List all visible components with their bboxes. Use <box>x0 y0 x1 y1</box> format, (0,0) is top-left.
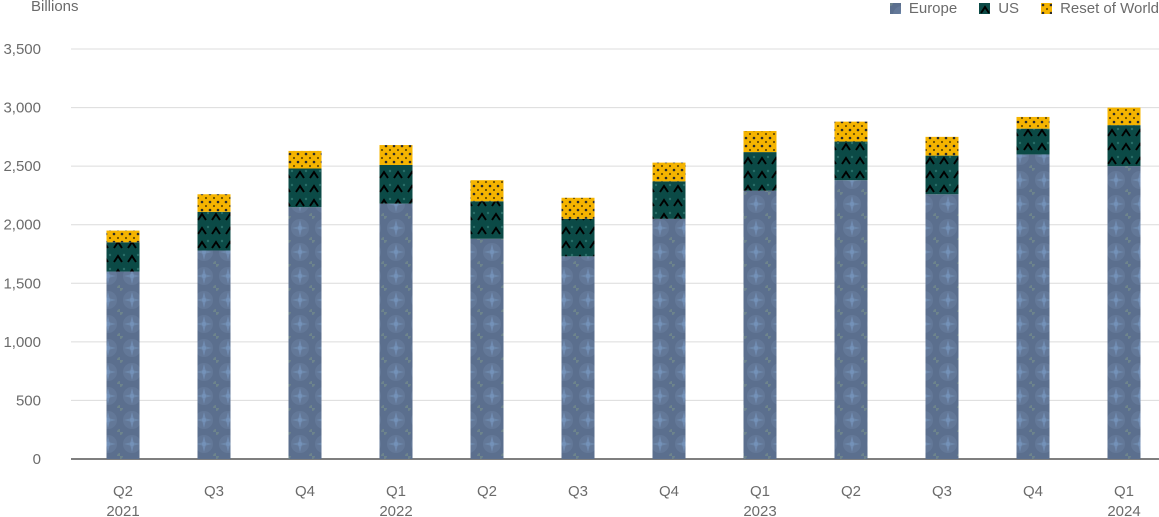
x-tick-quarter: Q3 <box>932 483 952 500</box>
bar-europe <box>470 238 504 459</box>
y-tick-label: 3,500 <box>3 41 41 58</box>
bar-us <box>925 155 959 195</box>
bar-rest-of-world <box>106 230 140 243</box>
y-tick-label: 1,500 <box>3 275 41 292</box>
x-tick-year: 2024 <box>1107 503 1140 517</box>
bar-us <box>743 152 777 191</box>
bar-europe <box>561 256 595 459</box>
bar-us <box>197 211 231 251</box>
bar-rest-of-world <box>925 136 959 156</box>
x-tick-year: 2022 <box>379 503 412 517</box>
bar-europe <box>379 203 413 459</box>
legend-swatch-europe <box>889 3 901 14</box>
bar-europe <box>1107 166 1141 459</box>
legend-swatch-us <box>979 3 991 14</box>
y-tick-label: 2,000 <box>3 217 41 234</box>
y-tick-label: 2,500 <box>3 158 41 175</box>
legend: Europe US Reset of World <box>889 0 1159 17</box>
bar-us <box>1016 128 1050 155</box>
bar-rest-of-world <box>1107 107 1141 126</box>
bar-europe <box>652 218 686 459</box>
y-tick-label: 3,000 <box>3 100 41 117</box>
y-tick-label: 0 <box>33 451 41 468</box>
bar-rest-of-world <box>197 194 231 212</box>
legend-label-rest-of-world: Reset of World <box>1060 0 1159 17</box>
bar-europe <box>743 190 777 459</box>
x-tick-year: 2021 <box>106 503 139 517</box>
x-tick-quarter: Q4 <box>1023 483 1043 500</box>
bar-us <box>561 218 595 257</box>
x-tick-quarter: Q3 <box>204 483 224 500</box>
x-tick-year: 2023 <box>743 503 776 517</box>
legend-item-europe: Europe <box>889 0 958 17</box>
bar-rest-of-world <box>288 150 322 169</box>
bar-europe <box>106 271 140 459</box>
bar-rest-of-world <box>470 180 504 202</box>
legend-item-us: US <box>979 0 1019 17</box>
bar-us <box>379 164 413 204</box>
bar-us <box>106 242 140 272</box>
bar-us <box>470 201 504 239</box>
x-tick-quarter: Q2 <box>113 483 133 500</box>
x-tick-quarter: Q4 <box>659 483 679 500</box>
x-tick-quarter: Q3 <box>568 483 588 500</box>
bar-rest-of-world <box>1016 116 1050 129</box>
x-tick-quarter: Q4 <box>295 483 315 500</box>
bar-rest-of-world <box>561 197 595 219</box>
bar-europe <box>925 194 959 459</box>
y-axis-label: Billions <box>31 0 79 15</box>
legend-label-us: US <box>998 0 1020 17</box>
y-tick-label: 500 <box>16 392 41 409</box>
bar-europe <box>288 207 322 459</box>
x-tick-quarter: Q1 <box>750 483 770 500</box>
bar-europe <box>197 250 231 459</box>
x-tick-quarter: Q1 <box>386 483 406 500</box>
bar-rest-of-world <box>652 162 686 182</box>
legend-label-europe: Europe <box>908 0 958 17</box>
x-tick-quarter: Q2 <box>841 483 861 500</box>
x-tick-quarter: Q1 <box>1114 483 1134 500</box>
bar-rest-of-world <box>379 145 413 165</box>
legend-item-rest-of-world: Reset of World <box>1041 0 1159 17</box>
bar-rest-of-world <box>743 131 777 153</box>
bar-rest-of-world <box>834 121 868 142</box>
bar-us <box>1107 125 1141 167</box>
bar-europe <box>1016 154 1050 459</box>
bar-us <box>652 181 686 219</box>
bar-us <box>288 168 322 208</box>
bar-europe <box>834 180 868 459</box>
y-tick-label: 1,000 <box>3 334 41 351</box>
x-tick-quarter: Q2 <box>477 483 497 500</box>
legend-swatch-rest-of-world <box>1041 3 1053 14</box>
bar-us <box>834 141 868 181</box>
